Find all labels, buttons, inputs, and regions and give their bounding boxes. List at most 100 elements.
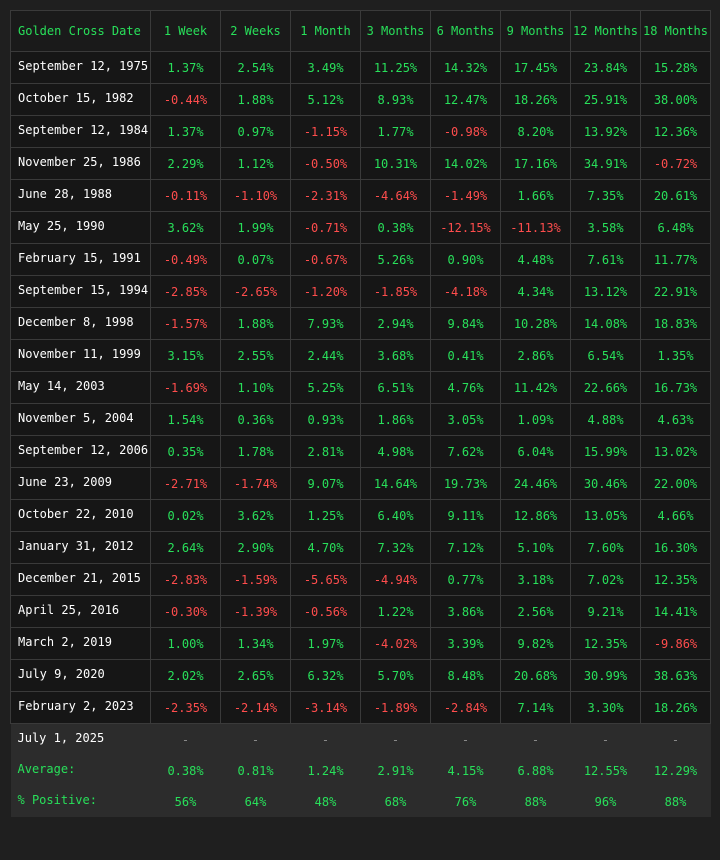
- return-cell: 2.55%: [220, 339, 291, 372]
- row-date: September 15, 1994: [10, 275, 151, 308]
- return-cell: 0.38%: [360, 211, 431, 244]
- row-date-text: February 2, 2023: [18, 698, 134, 713]
- row-date: April 25, 2016: [10, 595, 151, 628]
- return-cell: 23.84%: [570, 51, 641, 84]
- pending-cell: -: [290, 723, 361, 755]
- average-row-cell: 2.91%: [360, 755, 431, 786]
- return-cell: -1.89%: [360, 691, 431, 724]
- return-cell: 13.02%: [640, 435, 711, 468]
- return-cell: 1.35%: [640, 339, 711, 372]
- return-cell: 14.64%: [360, 467, 431, 500]
- return-cell: 4.63%: [640, 403, 711, 436]
- row-date: February 2, 2023: [10, 691, 151, 724]
- pending-cell: -: [360, 723, 431, 755]
- return-cell: 0.93%: [290, 403, 361, 436]
- average-row-cell: 12.29%: [640, 755, 711, 786]
- return-cell: 11.42%: [500, 371, 571, 404]
- return-cell: 12.47%: [430, 83, 501, 116]
- return-cell: 6.40%: [360, 499, 431, 532]
- row-date-text: July 9, 2020: [18, 666, 105, 681]
- pending-cell: -: [430, 723, 501, 755]
- return-cell: 0.77%: [430, 563, 501, 596]
- row-date-text: May 25, 1990: [18, 218, 105, 233]
- return-cell: -11.13%: [500, 211, 571, 244]
- return-cell: 16.30%: [640, 531, 711, 564]
- row-date: May 14, 2003: [10, 371, 151, 404]
- row-date-text: January 31, 2012: [18, 538, 134, 553]
- return-cell: 6.51%: [360, 371, 431, 404]
- return-cell: -1.20%: [290, 275, 361, 308]
- return-cell: -3.14%: [290, 691, 361, 724]
- row-date-text: December 8, 1998: [18, 314, 134, 329]
- return-cell: 4.98%: [360, 435, 431, 468]
- return-cell: 8.93%: [360, 83, 431, 116]
- return-cell: 18.83%: [640, 307, 711, 340]
- return-cell: 9.84%: [430, 307, 501, 340]
- golden-cross-returns-table: Golden Cross Date 1 Week 2 Weeks 1 Month 3 M…: [10, 10, 711, 817]
- return-cell: 20.61%: [640, 179, 711, 212]
- return-cell: 6.32%: [290, 659, 361, 692]
- return-cell: -2.65%: [220, 275, 291, 308]
- header-period: 1 Week: [150, 10, 221, 52]
- return-cell: 3.62%: [220, 499, 291, 532]
- return-cell: 7.93%: [290, 307, 361, 340]
- table-row: February 15, 1991 -0.49% 0.07% -0.67% 5.26% 0…: [10, 243, 711, 276]
- return-cell: 22.91%: [640, 275, 711, 308]
- return-cell: 25.91%: [570, 83, 641, 116]
- return-cell: 1.86%: [360, 403, 431, 436]
- header-period: 3 Months: [360, 10, 431, 52]
- table-row: April 25, 2016 -0.30% -1.39% -0.56% 1.22% 3.8…: [10, 595, 711, 628]
- row-date-text: March 2, 2019: [18, 634, 112, 649]
- return-cell: -4.94%: [360, 563, 431, 596]
- return-cell: 6.54%: [570, 339, 641, 372]
- table-row: November 5, 2004 1.54% 0.36% 0.93% 1.86% 3.05…: [10, 403, 711, 436]
- return-cell: 9.21%: [570, 595, 641, 628]
- return-cell: 0.35%: [150, 435, 221, 468]
- return-cell: 7.62%: [430, 435, 501, 468]
- return-cell: 7.61%: [570, 243, 641, 276]
- row-date-text: February 15, 1991: [18, 250, 141, 265]
- return-cell: -1.69%: [150, 371, 221, 404]
- row-date: January 31, 2012: [10, 531, 151, 564]
- return-cell: -2.71%: [150, 467, 221, 500]
- return-cell: -1.59%: [220, 563, 291, 596]
- return-cell: 7.32%: [360, 531, 431, 564]
- percent-positive-row-cell: 64%: [220, 786, 291, 817]
- header-row: Golden Cross Date 1 Week 2 Weeks 1 Month 3 M…: [10, 10, 711, 52]
- return-cell: 3.49%: [290, 51, 361, 84]
- average-row-cell: 6.88%: [500, 755, 571, 786]
- return-cell: 9.82%: [500, 627, 571, 660]
- average-row-cell: 0.81%: [220, 755, 291, 786]
- table-row: September 15, 1994 -2.85% -2.65% -1.20% -1.8…: [10, 275, 711, 308]
- table-row: September 12, 2006 0.35% 1.78% 2.81% 4.98% 7.…: [10, 435, 711, 468]
- return-cell: 1.22%: [360, 595, 431, 628]
- return-cell: 11.25%: [360, 51, 431, 84]
- row-date-text: November 11, 1999: [18, 346, 141, 361]
- return-cell: 38.63%: [640, 659, 711, 692]
- return-cell: 6.48%: [640, 211, 711, 244]
- row-date-text: September 15, 1994: [18, 282, 149, 297]
- header-period: 2 Weeks: [220, 10, 291, 52]
- return-cell: -1.49%: [430, 179, 501, 212]
- average-row-cell: 0.38%: [150, 755, 221, 786]
- row-date: October 15, 1982: [10, 83, 151, 116]
- row-date-text: October 22, 2010: [18, 506, 134, 521]
- return-cell: 1.00%: [150, 627, 221, 660]
- return-cell: -9.86%: [640, 627, 711, 660]
- return-cell: 12.36%: [640, 115, 711, 148]
- row-date: September 12, 1975: [10, 51, 151, 84]
- percent-positive-row-cell: 56%: [150, 786, 221, 817]
- row-date: March 2, 2019: [10, 627, 151, 660]
- table-row: November 11, 1999 3.15% 2.55% 2.44% 3.68% 0.4…: [10, 339, 711, 372]
- return-cell: 9.11%: [430, 499, 501, 532]
- header-date: Golden Cross Date: [10, 10, 151, 52]
- return-cell: -0.49%: [150, 243, 221, 276]
- row-date: June 28, 1988: [10, 179, 151, 212]
- table-row: June 23, 2009 -2.71% -1.74% 9.07% 14.64% 19.7…: [10, 467, 711, 500]
- return-cell: -1.74%: [220, 467, 291, 500]
- row-date: May 25, 1990: [10, 211, 151, 244]
- return-cell: 3.68%: [360, 339, 431, 372]
- average-row-cell: 4.15%: [430, 755, 501, 786]
- table-row: February 2, 2023 -2.35% -2.14% -3.14% -1.89%…: [10, 691, 711, 724]
- return-cell: 18.26%: [640, 691, 711, 724]
